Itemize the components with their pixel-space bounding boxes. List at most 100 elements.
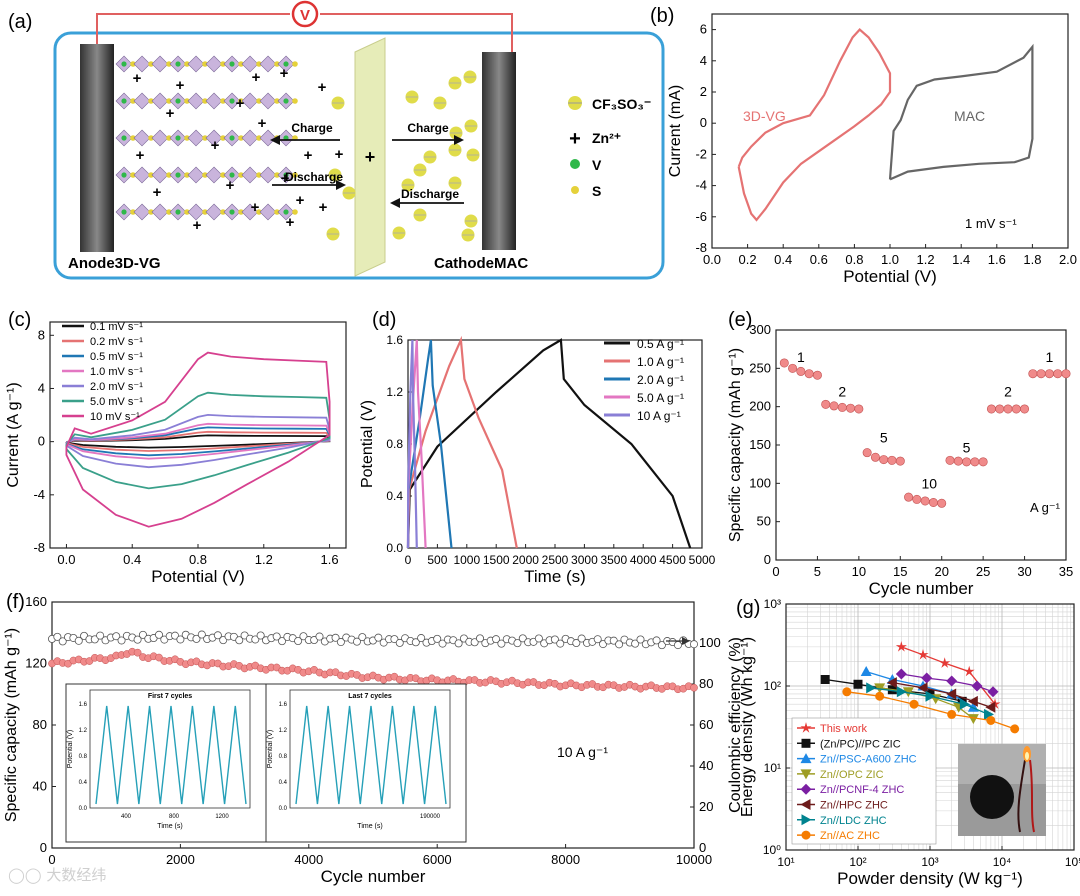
efficiency-point-f-46 (294, 636, 303, 645)
vs2-octahedron (187, 92, 205, 110)
vs2-octahedron (151, 166, 169, 184)
y-tick-label-b-5: 2 (700, 84, 707, 99)
x-tick-label-g-1: 10² (849, 855, 866, 869)
sulfur-atom (148, 209, 154, 215)
efficiency-point-f-28 (197, 630, 206, 639)
y-tick-label-b-0: -8 (695, 240, 707, 255)
x-tick-label-d-5: 2500 (542, 553, 569, 567)
inset-title-f-0: First 7 cycles (148, 693, 192, 700)
data-point-g-7-3 (947, 709, 957, 719)
inset-curve-f-0 (95, 705, 247, 805)
zn-ion-icon: + (318, 79, 327, 96)
sulfur-atom (166, 172, 172, 178)
legend-label-g-3: Zn//OPC ZIC (820, 769, 884, 781)
sulfur-atom (238, 172, 244, 178)
vs2-octahedron (187, 55, 205, 73)
photo-device-disc (970, 775, 1014, 819)
x-axis-label-b: Potential (V) (843, 267, 937, 286)
inset-ytick-f-0-3: 1.2 (79, 728, 88, 734)
legend-zn-icon: + (569, 128, 581, 150)
vs2-octahedron (187, 203, 205, 221)
series-line-c-6 (65, 351, 331, 528)
charge-arrow-left-head (270, 135, 280, 145)
y-tick-label-e-2: 100 (749, 475, 771, 490)
y-tick-label-b-4: 0 (700, 115, 707, 130)
legend-label-c-2: 0.5 mV s⁻¹ (90, 351, 143, 363)
y-tick-label-e-5: 250 (749, 360, 771, 375)
efficiency-point-f-27 (192, 634, 201, 643)
vanadium-atom (175, 98, 181, 104)
legend-marker-g-6 (801, 814, 812, 826)
data-point-g-0-2 (939, 657, 951, 668)
zn-ion-icon: + (211, 137, 220, 154)
vs2-octahedron (241, 92, 259, 110)
sulfur-atom (274, 61, 280, 67)
vs2-octahedron (205, 92, 223, 110)
sulfur-atom (148, 135, 154, 141)
x-tick-label-f-4: 8000 (551, 852, 580, 867)
panel-d-label: (d) (372, 309, 396, 331)
vanadium-atom (121, 135, 127, 141)
data-point-e-32 (1044, 369, 1054, 379)
x-tick-label-e-5: 25 (976, 564, 990, 579)
vs2-octahedron (241, 166, 259, 184)
inset-ytick-f-1-3: 1.2 (279, 728, 288, 734)
panel-f-label: (f) (6, 591, 25, 613)
data-point-g-4-4 (987, 686, 999, 698)
efficiency-point-f-110 (636, 635, 645, 644)
panel-c-label: (c) (8, 309, 31, 331)
inset-xlabel-f-1: Time (s) (357, 823, 382, 830)
vanadium-atom (283, 172, 289, 178)
panel-a-label: (a) (8, 11, 32, 33)
sulfur-atom (166, 135, 172, 141)
x-tick-label-e-7: 35 (1059, 564, 1073, 579)
y-tick-label-f-0: 0 (40, 840, 47, 855)
legend-label-c-4: 2.0 mV s⁻¹ (90, 381, 143, 393)
photo-wire-1 (1017, 759, 1026, 833)
vanadium-atom (175, 61, 181, 67)
x-tick-label-e-1: 5 (814, 564, 821, 579)
inset-xtick-f-0-2: 1200 (215, 814, 229, 820)
sulfur-atom (184, 172, 190, 178)
inset-frame-f-1 (265, 683, 467, 843)
sulfur-atom (130, 135, 136, 141)
vs2-octahedron (205, 203, 223, 221)
x-tick-label-d-7: 3500 (600, 553, 627, 567)
sulfur-atom (130, 61, 136, 67)
data-point-g-1-1 (853, 679, 863, 689)
y2-tick-label-f-1: 20 (699, 799, 713, 814)
sulfur-atom (238, 209, 244, 215)
y-tick-label-b-3: -2 (695, 146, 707, 161)
vs2-octahedron (259, 55, 277, 73)
y2-tick-label-f-0: 0 (699, 840, 706, 855)
sulfur-atom (202, 209, 208, 215)
y-tick-label-g-0: 10⁰ (763, 843, 781, 857)
panel-d: 0 500 1000 1500 2000 2500 3000 3500 4000 4500 5000… (359, 309, 716, 586)
y2-axis-label-f: Coulombic efficiency (%) (727, 637, 744, 813)
data-point-e-34 (1061, 369, 1071, 379)
efficiency-point-f-35 (235, 636, 244, 645)
data-point-g-6-1 (896, 686, 907, 698)
inset-xtick-f-0-1: 800 (169, 814, 180, 820)
vs2-octahedron (133, 129, 151, 147)
efficiency-point-f-1 (53, 632, 62, 641)
panel-a: (a) V ++++ ++ ++++++++++++++ + Charge Disc… (8, 0, 665, 280)
data-point-e-28 (1011, 404, 1021, 414)
x-tick-label-b-4: 0.8 (845, 252, 863, 267)
zn-ion-icon: + (286, 214, 295, 231)
y-axis-label-e: Specific capacity (mAh g⁻¹) (727, 348, 744, 542)
legend-marker-g-0 (800, 722, 812, 733)
legend-label-g-5: Zn//HPC ZHC (820, 800, 888, 812)
data-point-g-1-0 (820, 675, 830, 685)
data-point-g-7-4 (986, 715, 996, 725)
vs2-octahedron (187, 129, 205, 147)
legend-label-c-0: 0.1 mV s⁻¹ (90, 321, 143, 333)
panel-c: 0.0 0.4 0.8 1.2 1.6 -8 -4 0 4 8 Potential (V) Curre… (5, 309, 347, 586)
zn-ion-icon: + (304, 147, 313, 164)
series-label-b-0: 3D-VG (743, 108, 786, 124)
y-tick-label-d-1: 0.4 (386, 489, 403, 503)
data-point-g-5-2 (946, 688, 957, 700)
legend-marker-g-7 (801, 830, 811, 840)
vanadium-atom (175, 209, 181, 215)
